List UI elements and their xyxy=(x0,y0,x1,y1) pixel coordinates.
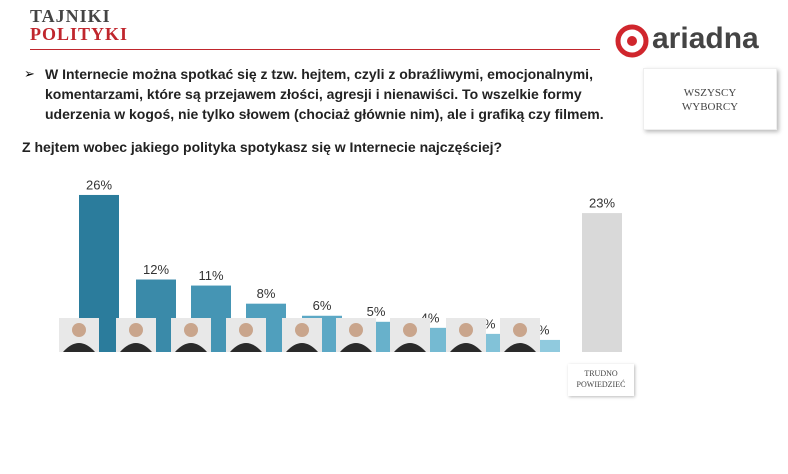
value-label: 8% xyxy=(257,286,276,301)
photo-head xyxy=(349,323,363,337)
photo-head xyxy=(72,323,86,337)
photo-body xyxy=(230,343,262,352)
photo-body xyxy=(394,343,426,352)
photo-body xyxy=(340,343,372,352)
photo-head xyxy=(239,323,253,337)
photo-body xyxy=(175,343,207,352)
badge-box xyxy=(643,68,777,130)
value-label: 12% xyxy=(143,262,169,277)
subtitle-line: uderzenia w kogoś, nie tylko słowem (cho… xyxy=(45,106,604,122)
photo-body xyxy=(120,343,152,352)
photo-head xyxy=(459,323,473,337)
badge: WSZYSCY WYBORCY xyxy=(681,87,739,113)
photo-body xyxy=(63,343,95,352)
value-label: 11% xyxy=(198,268,223,283)
photo-head xyxy=(129,323,143,337)
brand-top: TAJNIKI xyxy=(30,6,111,26)
subtitle-line: W Internecie można spotkać się z tzw. he… xyxy=(45,66,593,82)
photo-head xyxy=(403,323,417,337)
category-label: TRUDNO POWIEDZIEĆ xyxy=(576,369,626,389)
photo-head xyxy=(513,323,527,337)
photo-body xyxy=(286,343,318,352)
header-rule xyxy=(30,49,600,50)
photo-body xyxy=(450,343,482,352)
photo-head xyxy=(295,323,309,337)
photo-body xyxy=(504,343,536,352)
subtitle-line: komentarzami, które są przejawem złości,… xyxy=(45,86,582,102)
logo-icon xyxy=(615,24,649,58)
logo-text: ariadna xyxy=(652,22,759,55)
chart-title: Z hejtem wobec jakiego polityka spotykas… xyxy=(22,139,503,155)
value-label: 26% xyxy=(86,177,112,192)
value-label: 6% xyxy=(313,298,332,313)
value-label: 23% xyxy=(589,196,615,211)
bar xyxy=(582,213,622,352)
brand-bottom: POLITYKI xyxy=(30,24,129,44)
photo-head xyxy=(184,323,198,337)
bullet: ➢ xyxy=(24,66,35,81)
value-label: 5% xyxy=(367,304,386,319)
